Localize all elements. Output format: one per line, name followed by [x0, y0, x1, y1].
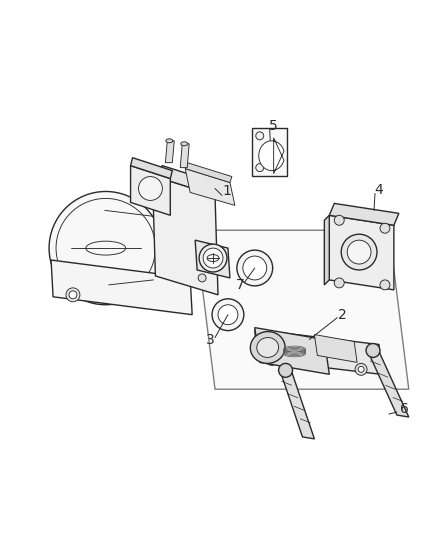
Polygon shape: [165, 141, 174, 163]
Circle shape: [237, 250, 272, 286]
Circle shape: [138, 176, 162, 200]
Polygon shape: [51, 260, 192, 314]
Polygon shape: [279, 369, 314, 439]
Circle shape: [379, 223, 389, 233]
Polygon shape: [328, 215, 393, 290]
Ellipse shape: [166, 139, 173, 143]
Text: 2: 2: [337, 308, 346, 322]
Polygon shape: [180, 144, 189, 168]
Circle shape: [242, 256, 266, 280]
Polygon shape: [152, 175, 218, 295]
Circle shape: [365, 343, 379, 358]
Circle shape: [212, 299, 243, 330]
Polygon shape: [328, 204, 398, 225]
Polygon shape: [254, 328, 328, 374]
Circle shape: [340, 234, 376, 270]
Ellipse shape: [256, 337, 278, 358]
Ellipse shape: [250, 332, 284, 364]
Circle shape: [265, 353, 277, 365]
Circle shape: [218, 305, 237, 325]
Ellipse shape: [180, 142, 187, 146]
Text: 4: 4: [374, 183, 382, 198]
Polygon shape: [185, 168, 234, 205]
Circle shape: [354, 364, 366, 375]
Circle shape: [333, 215, 343, 225]
Polygon shape: [251, 128, 286, 175]
Polygon shape: [61, 280, 175, 310]
Circle shape: [346, 240, 370, 264]
Polygon shape: [130, 166, 170, 215]
Circle shape: [69, 291, 77, 299]
Circle shape: [357, 366, 363, 373]
Polygon shape: [195, 230, 408, 389]
Circle shape: [66, 288, 80, 302]
Circle shape: [203, 248, 223, 268]
Polygon shape: [324, 215, 328, 285]
Text: 7: 7: [235, 278, 244, 292]
Circle shape: [333, 278, 343, 288]
Polygon shape: [254, 329, 380, 374]
Circle shape: [268, 357, 274, 362]
Text: 1: 1: [222, 184, 231, 198]
Circle shape: [199, 244, 226, 272]
Text: 3: 3: [205, 333, 214, 346]
Circle shape: [49, 191, 162, 305]
Circle shape: [278, 364, 292, 377]
Polygon shape: [366, 350, 408, 417]
Circle shape: [379, 280, 389, 290]
Polygon shape: [152, 166, 224, 196]
Polygon shape: [185, 163, 231, 182]
Polygon shape: [195, 240, 230, 278]
Text: 6: 6: [399, 402, 408, 416]
Circle shape: [255, 132, 263, 140]
Circle shape: [255, 164, 263, 172]
Text: 5: 5: [268, 119, 277, 133]
Polygon shape: [314, 335, 356, 362]
Polygon shape: [130, 158, 172, 179]
Circle shape: [198, 274, 205, 282]
Polygon shape: [258, 138, 283, 174]
